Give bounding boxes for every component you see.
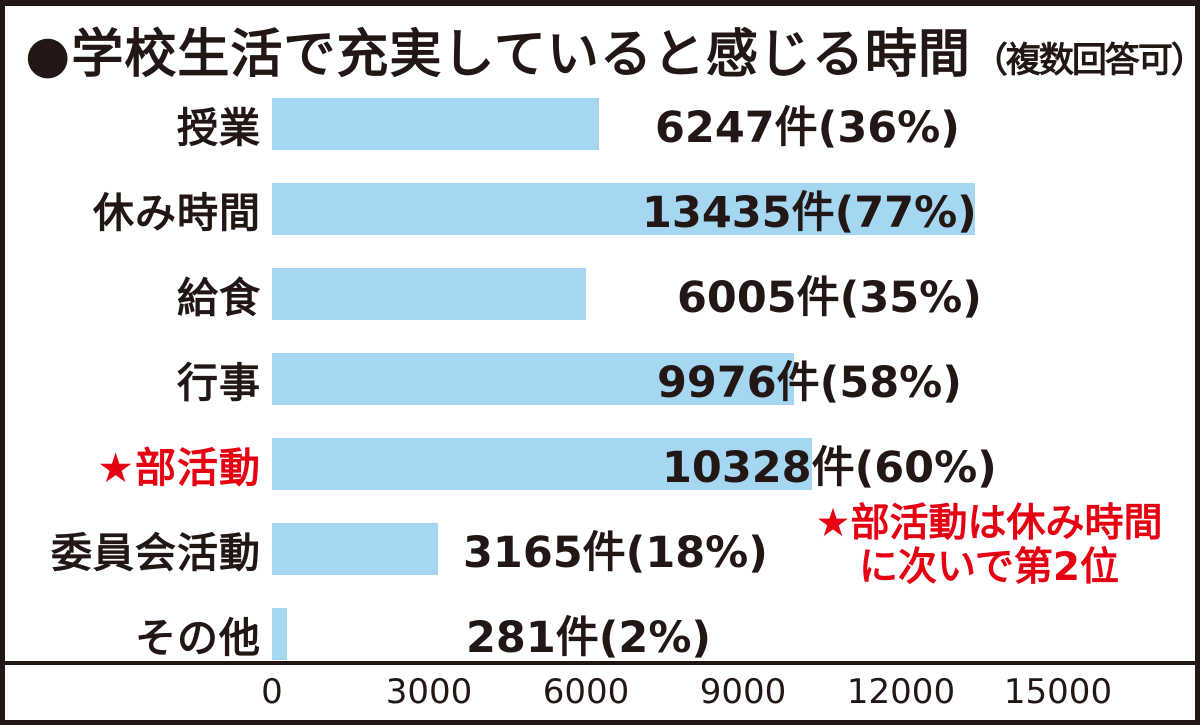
bar [272,522,438,575]
bar [272,437,812,490]
x-tick-12000: 12000 [846,672,956,712]
value-label: 3165件(18%) [463,527,768,578]
annotation-line1: ★部活動は休み時間 [815,501,1163,546]
bar-row-iinkaikatsudou: 委員会活動 3165件(18%) [5,506,1195,591]
bar-row-sonota: その他 281件(2%) [5,591,1195,676]
category-label: 授業 [177,103,261,152]
x-axis-line [5,661,1195,665]
value-label: 281件(2%) [466,612,712,663]
x-axis-tick-labels: 0 3000 6000 9000 12000 15000 [5,672,1195,717]
bar [272,182,975,235]
bar-rows: 授業 6247件(36%) 休み時間 13435件(77%) 給食 6005件(… [5,81,1195,676]
value-label: 6247件(36%) [655,102,960,153]
value-label: 13435件(77%) [642,187,977,238]
chart-title-note: （複数回答可） [972,41,1200,81]
category-label-highlighted: ★部活動 [97,443,261,492]
category-label: 給食 [177,273,261,322]
category-label: 委員会活動 [51,528,261,577]
bar [272,607,287,660]
x-tick-3000: 3000 [385,672,473,712]
bar-row-gyouji: 行事 9976件(58%) [5,336,1195,421]
bar-row-kyuushoku: 給食 6005件(35%) [5,251,1195,336]
annotation-line2: に次いで第2位 [859,545,1119,591]
bar-row-jugyou: 授業 6247件(36%) [5,81,1195,166]
value-label: 10328件(60%) [662,442,997,493]
x-tick-9000: 9000 [699,672,787,712]
chart-title-bar: ●学校生活で充実していると感じる時間 （複数回答可） [25,12,1195,87]
category-label: 休み時間 [93,188,261,237]
x-tick-0: 0 [261,672,283,712]
highlight-annotation: ★部活動は休み時間 に次いで第2位 [805,501,1173,591]
bar-row-yasumijikan: 休み時間 13435件(77%) [5,166,1195,251]
value-label: 9976件(58%) [657,357,962,408]
value-label: 6005件(35%) [677,272,982,323]
chart-title: ●学校生活で充実していると感じる時間 [25,25,971,85]
x-tick-15000: 15000 [1003,672,1113,712]
bar [272,352,794,405]
bar-row-bukatsudou: ★部活動 10328件(60%) [5,421,1195,506]
category-label: 行事 [177,358,261,407]
x-tick-6000: 6000 [542,672,630,712]
bar [272,97,599,150]
bar [272,267,586,320]
category-label: その他 [135,613,261,662]
